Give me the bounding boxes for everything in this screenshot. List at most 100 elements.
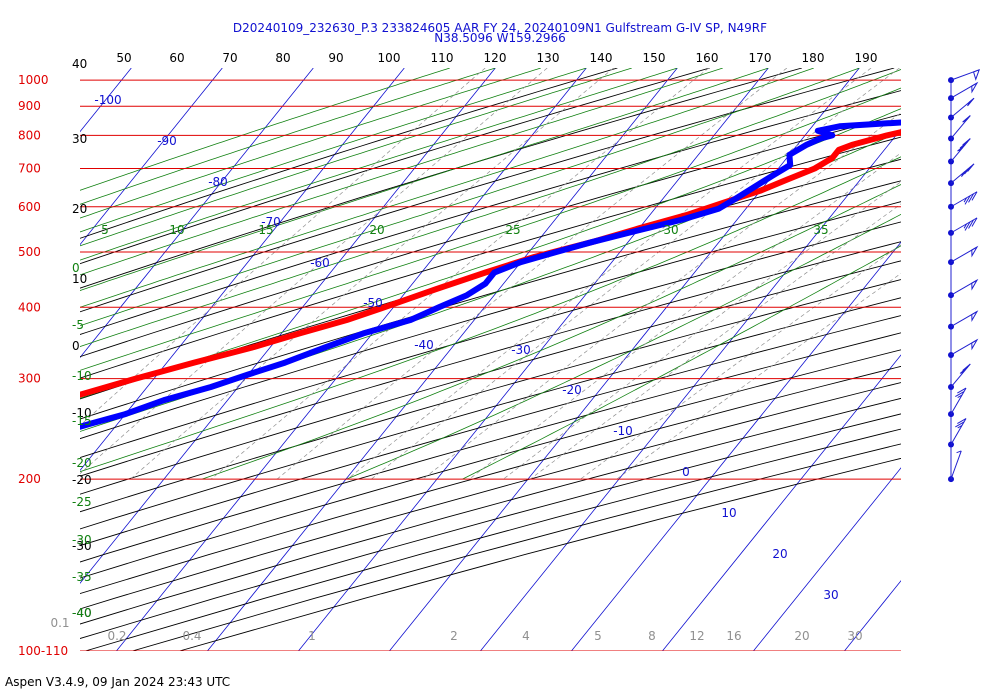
mixing-ratio-label: 2: [450, 629, 458, 643]
isotherm-line: [80, 68, 223, 246]
dry-adiabat-label: 0: [72, 339, 80, 353]
wind-barb: [948, 115, 971, 142]
moist-adiabat-line: [80, 108, 901, 399]
isotherm-line: [571, 241, 901, 651]
chart-subtitle: N38.5096 W159.2966: [434, 31, 566, 45]
mixing-ratio-label: 4: [522, 629, 530, 643]
mixing-ratio-label: 1: [308, 629, 316, 643]
moist-adiabat-label: -10: [72, 369, 92, 383]
wind-barb: [948, 338, 979, 358]
mixing-ratio-line: [469, 152, 901, 480]
wind-barb: [948, 387, 967, 418]
dry-adiabat-line: [179, 457, 901, 651]
moist-adiabat-line: [80, 68, 496, 205]
mixing-ratio-label: 20: [794, 629, 809, 643]
pressure-label: 600: [18, 200, 41, 214]
dry-adiabat-label: 30: [72, 132, 87, 146]
mixing-ratio-label: 0.2: [107, 629, 126, 643]
dry-adiabat-label: 10: [72, 272, 87, 286]
wind-barb: [948, 278, 979, 299]
moist-adiabat-label: 0: [72, 261, 80, 275]
isotherm-line: [207, 68, 678, 651]
moist-adiabat-line: [80, 68, 860, 327]
pressure-label: 500: [18, 245, 41, 259]
dry-adiabat-line: [80, 113, 901, 358]
mixing-ratio-label: 16: [726, 629, 741, 643]
pressure-label: 100-110: [18, 644, 68, 658]
isotherm-label: 0: [682, 465, 690, 479]
moist-adiabat-label: -15: [72, 414, 92, 428]
moist-adiabat-line: [80, 68, 769, 291]
dry-adiabat-label: -10: [72, 406, 92, 420]
moist-adiabat-line: [80, 68, 678, 261]
wind-barb: [948, 418, 967, 448]
isotherm-label: -80: [208, 175, 228, 189]
dry-adiabat-line: [80, 397, 901, 625]
footer-text: Aspen V3.4.9, 09 Jan 2024 23:43 UTC: [5, 675, 230, 689]
top-temp-tick: 180: [802, 51, 825, 65]
isotherm-line: [935, 68, 1000, 651]
wind-barb: [948, 450, 962, 483]
isotherm-line: [116, 68, 587, 651]
moist-adiabat-label: -20: [72, 456, 92, 470]
isotherm-label: -10: [613, 424, 633, 438]
moist-adiabat-line: [80, 68, 587, 233]
top-temp-tick: 100: [378, 51, 401, 65]
chart-title: D20240109_232630_P.3 233824605 AAR FY 24…: [233, 21, 767, 35]
moist-adiabat-line: [80, 68, 450, 191]
mixing-ratio-label: 30: [847, 629, 862, 643]
mixing-ratio-line: [347, 68, 872, 480]
dry-adiabat-label: 40: [72, 57, 87, 71]
isotherm-line: [389, 68, 860, 651]
pressure-label: 200: [18, 472, 41, 486]
isotherm-line: [80, 68, 132, 133]
moist-adiabat-label: -30: [72, 533, 92, 547]
dry-adiabat-line: [80, 68, 710, 265]
top-temp-tick: 90: [328, 51, 343, 65]
pressure-label: 400: [18, 300, 41, 314]
moist-adiabat-line: [80, 68, 541, 219]
moist-adiabat-line: [462, 245, 901, 480]
mixing-ratio-label: 0.4: [182, 629, 201, 643]
isotherm-label: 20: [772, 547, 787, 561]
wind-barb: [948, 81, 979, 102]
top-temp-tick: 110: [431, 51, 454, 65]
isotherm-line: [80, 68, 314, 359]
wind-barb: [948, 68, 981, 84]
profile-temperature: [80, 129, 901, 398]
dry-adiabat-line: [80, 315, 901, 547]
sounding-profiles: [80, 119, 901, 430]
dry-adiabat-line: [80, 68, 618, 239]
dry-adiabat-label: -40: [72, 606, 92, 620]
mixing-ratio-label: 0.1: [50, 616, 69, 630]
isotherm-label: -40: [414, 338, 434, 352]
wind-barb-column: [948, 68, 981, 483]
dry-adiabat-line: [80, 365, 901, 595]
isotherm-line: [80, 68, 496, 584]
dry-adiabat-line: [80, 136, 901, 379]
wind-barb: [948, 138, 971, 165]
wind-barb: [948, 245, 979, 266]
dry-adiabat-line: [80, 297, 901, 530]
isotherm-line: [844, 580, 901, 651]
moist-adiabat-line: [346, 213, 901, 480]
mixing-ratio-label: 12: [689, 629, 704, 643]
moist-adiabat-label: -5: [72, 318, 84, 332]
moist-adiabat-label: 35: [813, 223, 828, 237]
dry-adiabat-line: [80, 158, 901, 400]
top-temp-tick: 150: [643, 51, 666, 65]
moist-adiabat-label: 10: [169, 223, 184, 237]
mixing-ratio-label: 5: [594, 629, 602, 643]
wind-barb: [948, 97, 975, 121]
moist-adiabat-label: 20: [369, 223, 384, 237]
mixing-ratio-line: [130, 68, 614, 480]
moist-adiabat-line: [80, 68, 723, 276]
wind-barb: [948, 217, 978, 236]
moist-adiabat-label: -25: [72, 495, 92, 509]
isotherm-label: -90: [157, 134, 177, 148]
isotherm-line: [753, 467, 901, 651]
moist-adiabat-label: -40: [72, 606, 92, 620]
isotherm-label: -20: [562, 383, 582, 397]
moist-adiabat-line: [80, 69, 901, 347]
